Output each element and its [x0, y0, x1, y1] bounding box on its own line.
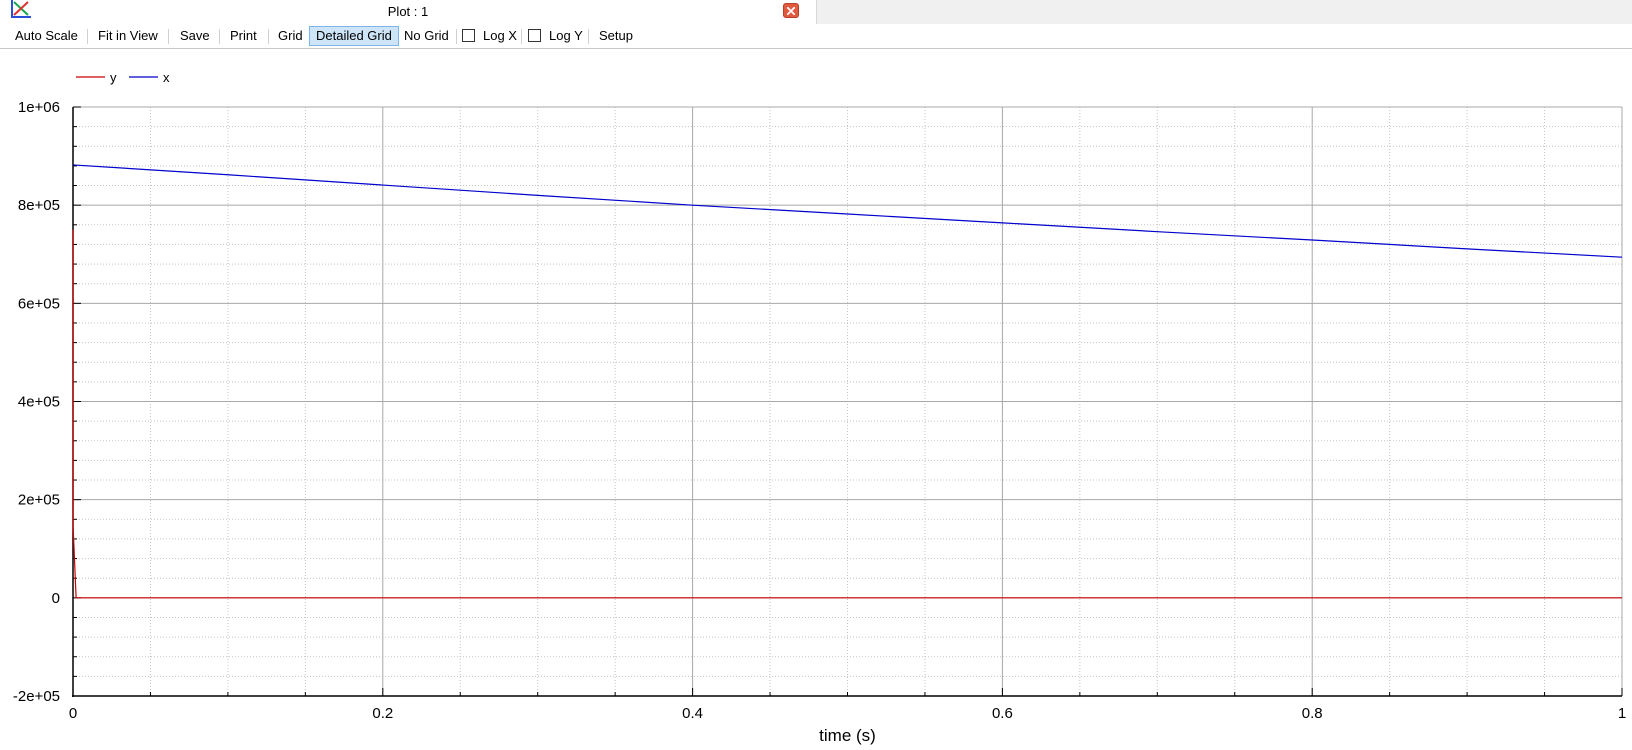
setup-button[interactable]: Setup [599, 28, 633, 43]
plot-canvas[interactable]: 0 0.2 0.4 0.6 0.8 1 -2e+05 0 2e+05 4e+05 6e+05 8e+0… [0, 50, 1632, 750]
close-icon[interactable] [783, 3, 799, 18]
toolbar-separator [456, 29, 457, 44]
window-titlebar: Plot : 1 [0, 0, 1632, 24]
x-axis-label: time (s) [819, 726, 876, 745]
y-tick-label: 8e+05 [18, 197, 60, 214]
x-tick-label: 0 [69, 705, 77, 722]
toolbar-separator [521, 29, 522, 44]
plot-tab[interactable]: Plot : 1 [0, 0, 817, 24]
legend-label-x[interactable]: x [163, 70, 170, 85]
y-tick-label: -2e+05 [13, 688, 60, 705]
plot-axes: 0 0.2 0.4 0.6 0.8 1 -2e+05 0 2e+05 4e+05 6e+05 8e+0… [13, 99, 1626, 722]
x-tick-label: 0.4 [682, 705, 703, 722]
toolbar-separator [588, 29, 589, 44]
detailed-grid-button[interactable]: Detailed Grid [309, 26, 399, 46]
y-tick-label: 0 [52, 590, 60, 607]
toolbar-separator [268, 29, 269, 44]
toolbar-separator [168, 29, 169, 44]
x-tick-label: 1 [1618, 705, 1626, 722]
y-tick-label: 2e+05 [18, 492, 60, 509]
plot-toolbar: Auto Scale Fit in View Save Print Grid D… [0, 24, 1632, 49]
fit-in-view-button[interactable]: Fit in View [98, 28, 158, 43]
log-x-checkbox[interactable] [462, 29, 475, 42]
no-grid-button[interactable]: No Grid [404, 28, 449, 43]
plot-series [72, 164, 1623, 599]
log-y-checkbox[interactable] [528, 29, 541, 42]
y-tick-label: 1e+06 [18, 99, 60, 116]
log-x-label[interactable]: Log X [483, 28, 517, 43]
grid-button[interactable]: Grid [278, 28, 303, 43]
save-button[interactable]: Save [180, 28, 210, 43]
plot-window-icon [10, 0, 32, 20]
auto-scale-button[interactable]: Auto Scale [15, 28, 78, 43]
toolbar-separator [219, 29, 220, 44]
y-tick-label: 6e+05 [18, 295, 60, 312]
log-y-label[interactable]: Log Y [549, 28, 583, 43]
x-tick-label: 0.2 [372, 705, 393, 722]
legend-label-y[interactable]: y [110, 70, 117, 85]
print-button[interactable]: Print [230, 28, 257, 43]
toolbar-separator [87, 29, 88, 44]
x-tick-label: 0.8 [1302, 705, 1323, 722]
plot-grid [73, 106, 1623, 696]
x-tick-label: 0.6 [992, 705, 1013, 722]
series-line-x [72, 164, 1623, 258]
series-line-y [72, 229, 1622, 599]
window-title: Plot : 1 [387, 4, 429, 19]
y-tick-label: 4e+05 [18, 394, 60, 411]
